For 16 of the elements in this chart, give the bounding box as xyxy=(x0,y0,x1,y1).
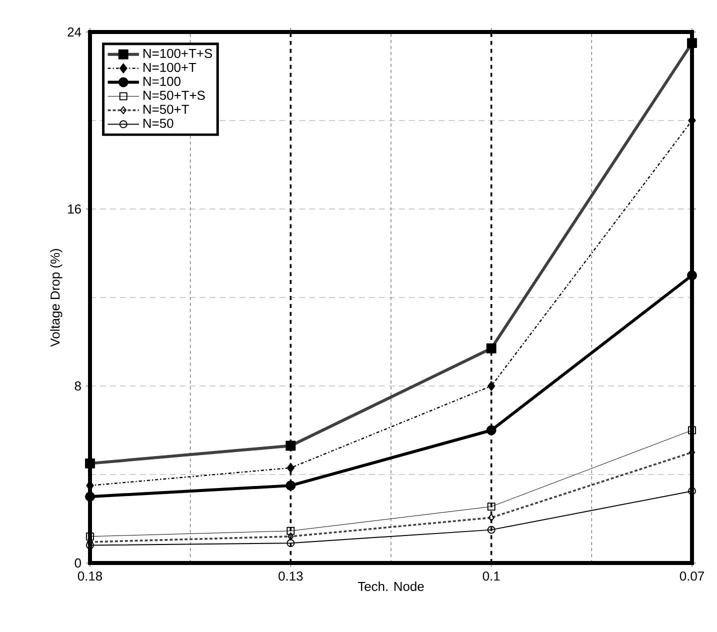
x-tick-label: 0.13 xyxy=(278,572,303,581)
legend-label: N=50+T+S xyxy=(144,90,205,100)
legend-label: N=100+T xyxy=(144,62,196,72)
x-tick-label: 0.1 xyxy=(482,572,500,581)
x-axis-title: Tech. Node xyxy=(358,582,424,592)
legend-label: N=100 xyxy=(144,76,180,86)
legend-label: N=100+T+S xyxy=(144,48,212,58)
y-axis-title: Voltage Drop (%) xyxy=(50,249,62,347)
y-tick-label: 0 xyxy=(74,558,81,568)
x-tick-label: 0.07 xyxy=(680,572,704,581)
legend-label: N=50+T xyxy=(144,104,189,114)
legend-label: N=50 xyxy=(144,118,174,128)
x-tick-label: 0.18 xyxy=(78,572,102,581)
y-tick-label: 8 xyxy=(74,381,81,391)
y-tick-label: 24 xyxy=(68,27,82,37)
y-tick-label: 16 xyxy=(68,204,81,214)
